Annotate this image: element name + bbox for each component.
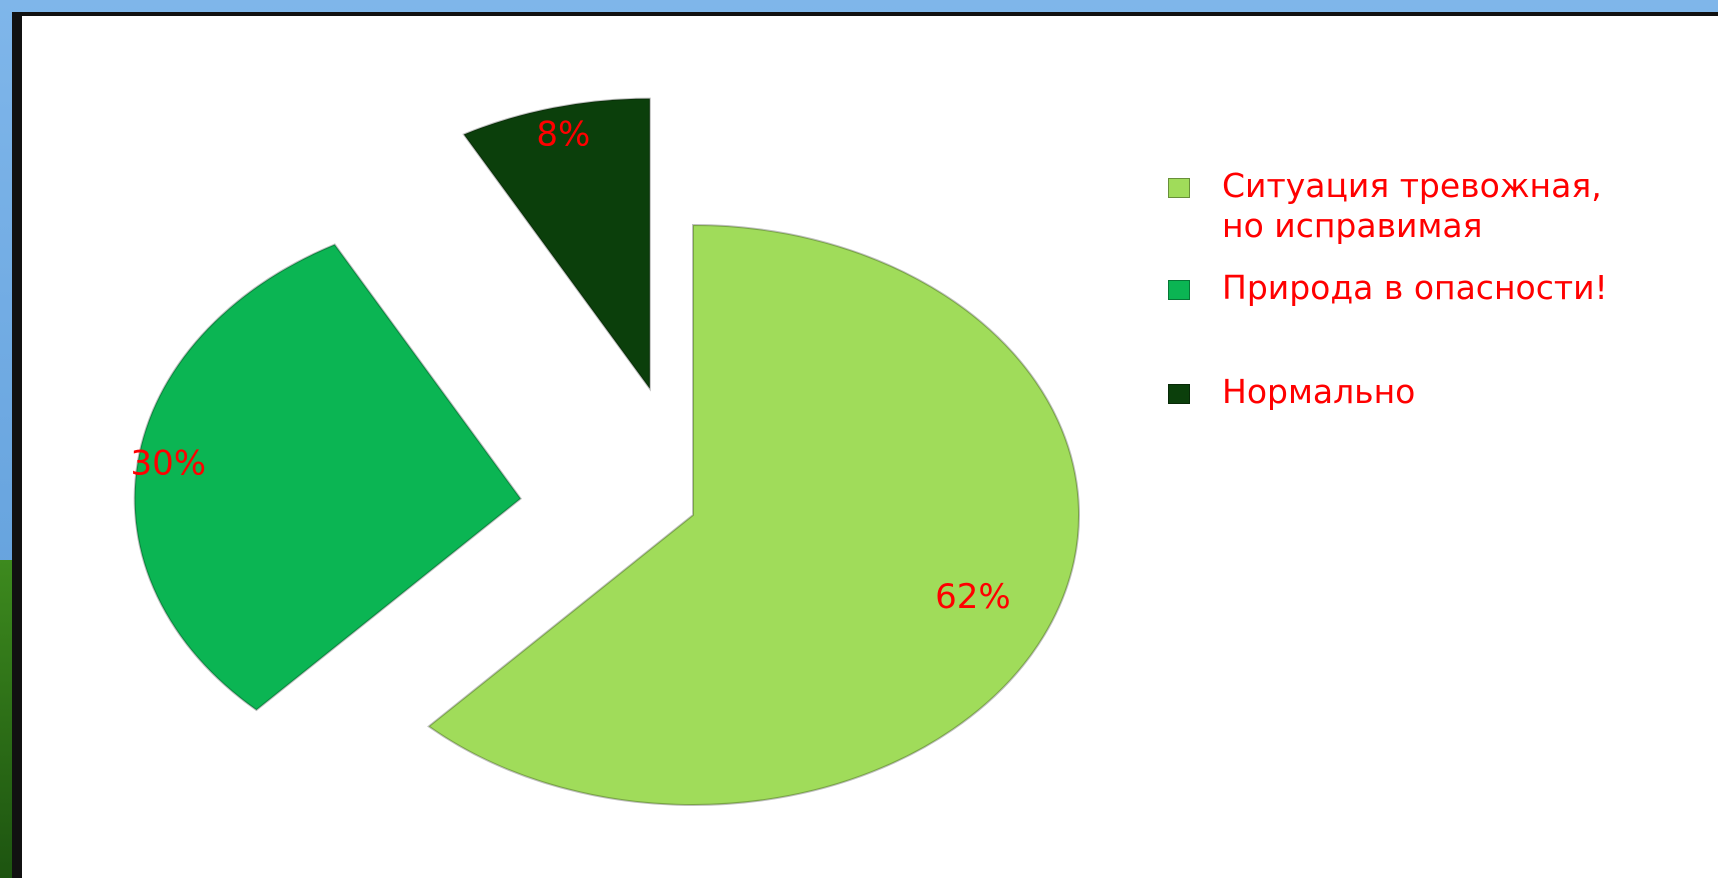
legend-swatch <box>1168 178 1190 198</box>
pie-slice <box>133 243 523 712</box>
legend-item: Нормально <box>1168 372 1638 412</box>
legend-label: Природа в опасности! <box>1222 268 1608 307</box>
legend-swatch <box>1168 280 1190 300</box>
background-leaf <box>0 560 14 878</box>
data-label: 30% <box>131 444 207 484</box>
legend-item: Природа в опасности! <box>1168 268 1638 308</box>
pie-slice <box>427 223 1080 806</box>
legend-item: Ситуация тревожная, но исправимая <box>1168 166 1638 246</box>
data-label: 8% <box>536 114 590 154</box>
legend-swatch <box>1168 384 1190 404</box>
data-label: 62% <box>935 577 1011 617</box>
pie-slice <box>462 97 651 392</box>
legend: Ситуация тревожная, но исправимая Природа… <box>1168 166 1638 412</box>
legend-label: Нормально <box>1222 372 1416 411</box>
legend-label: Ситуация тревожная, но исправимая <box>1222 166 1602 245</box>
